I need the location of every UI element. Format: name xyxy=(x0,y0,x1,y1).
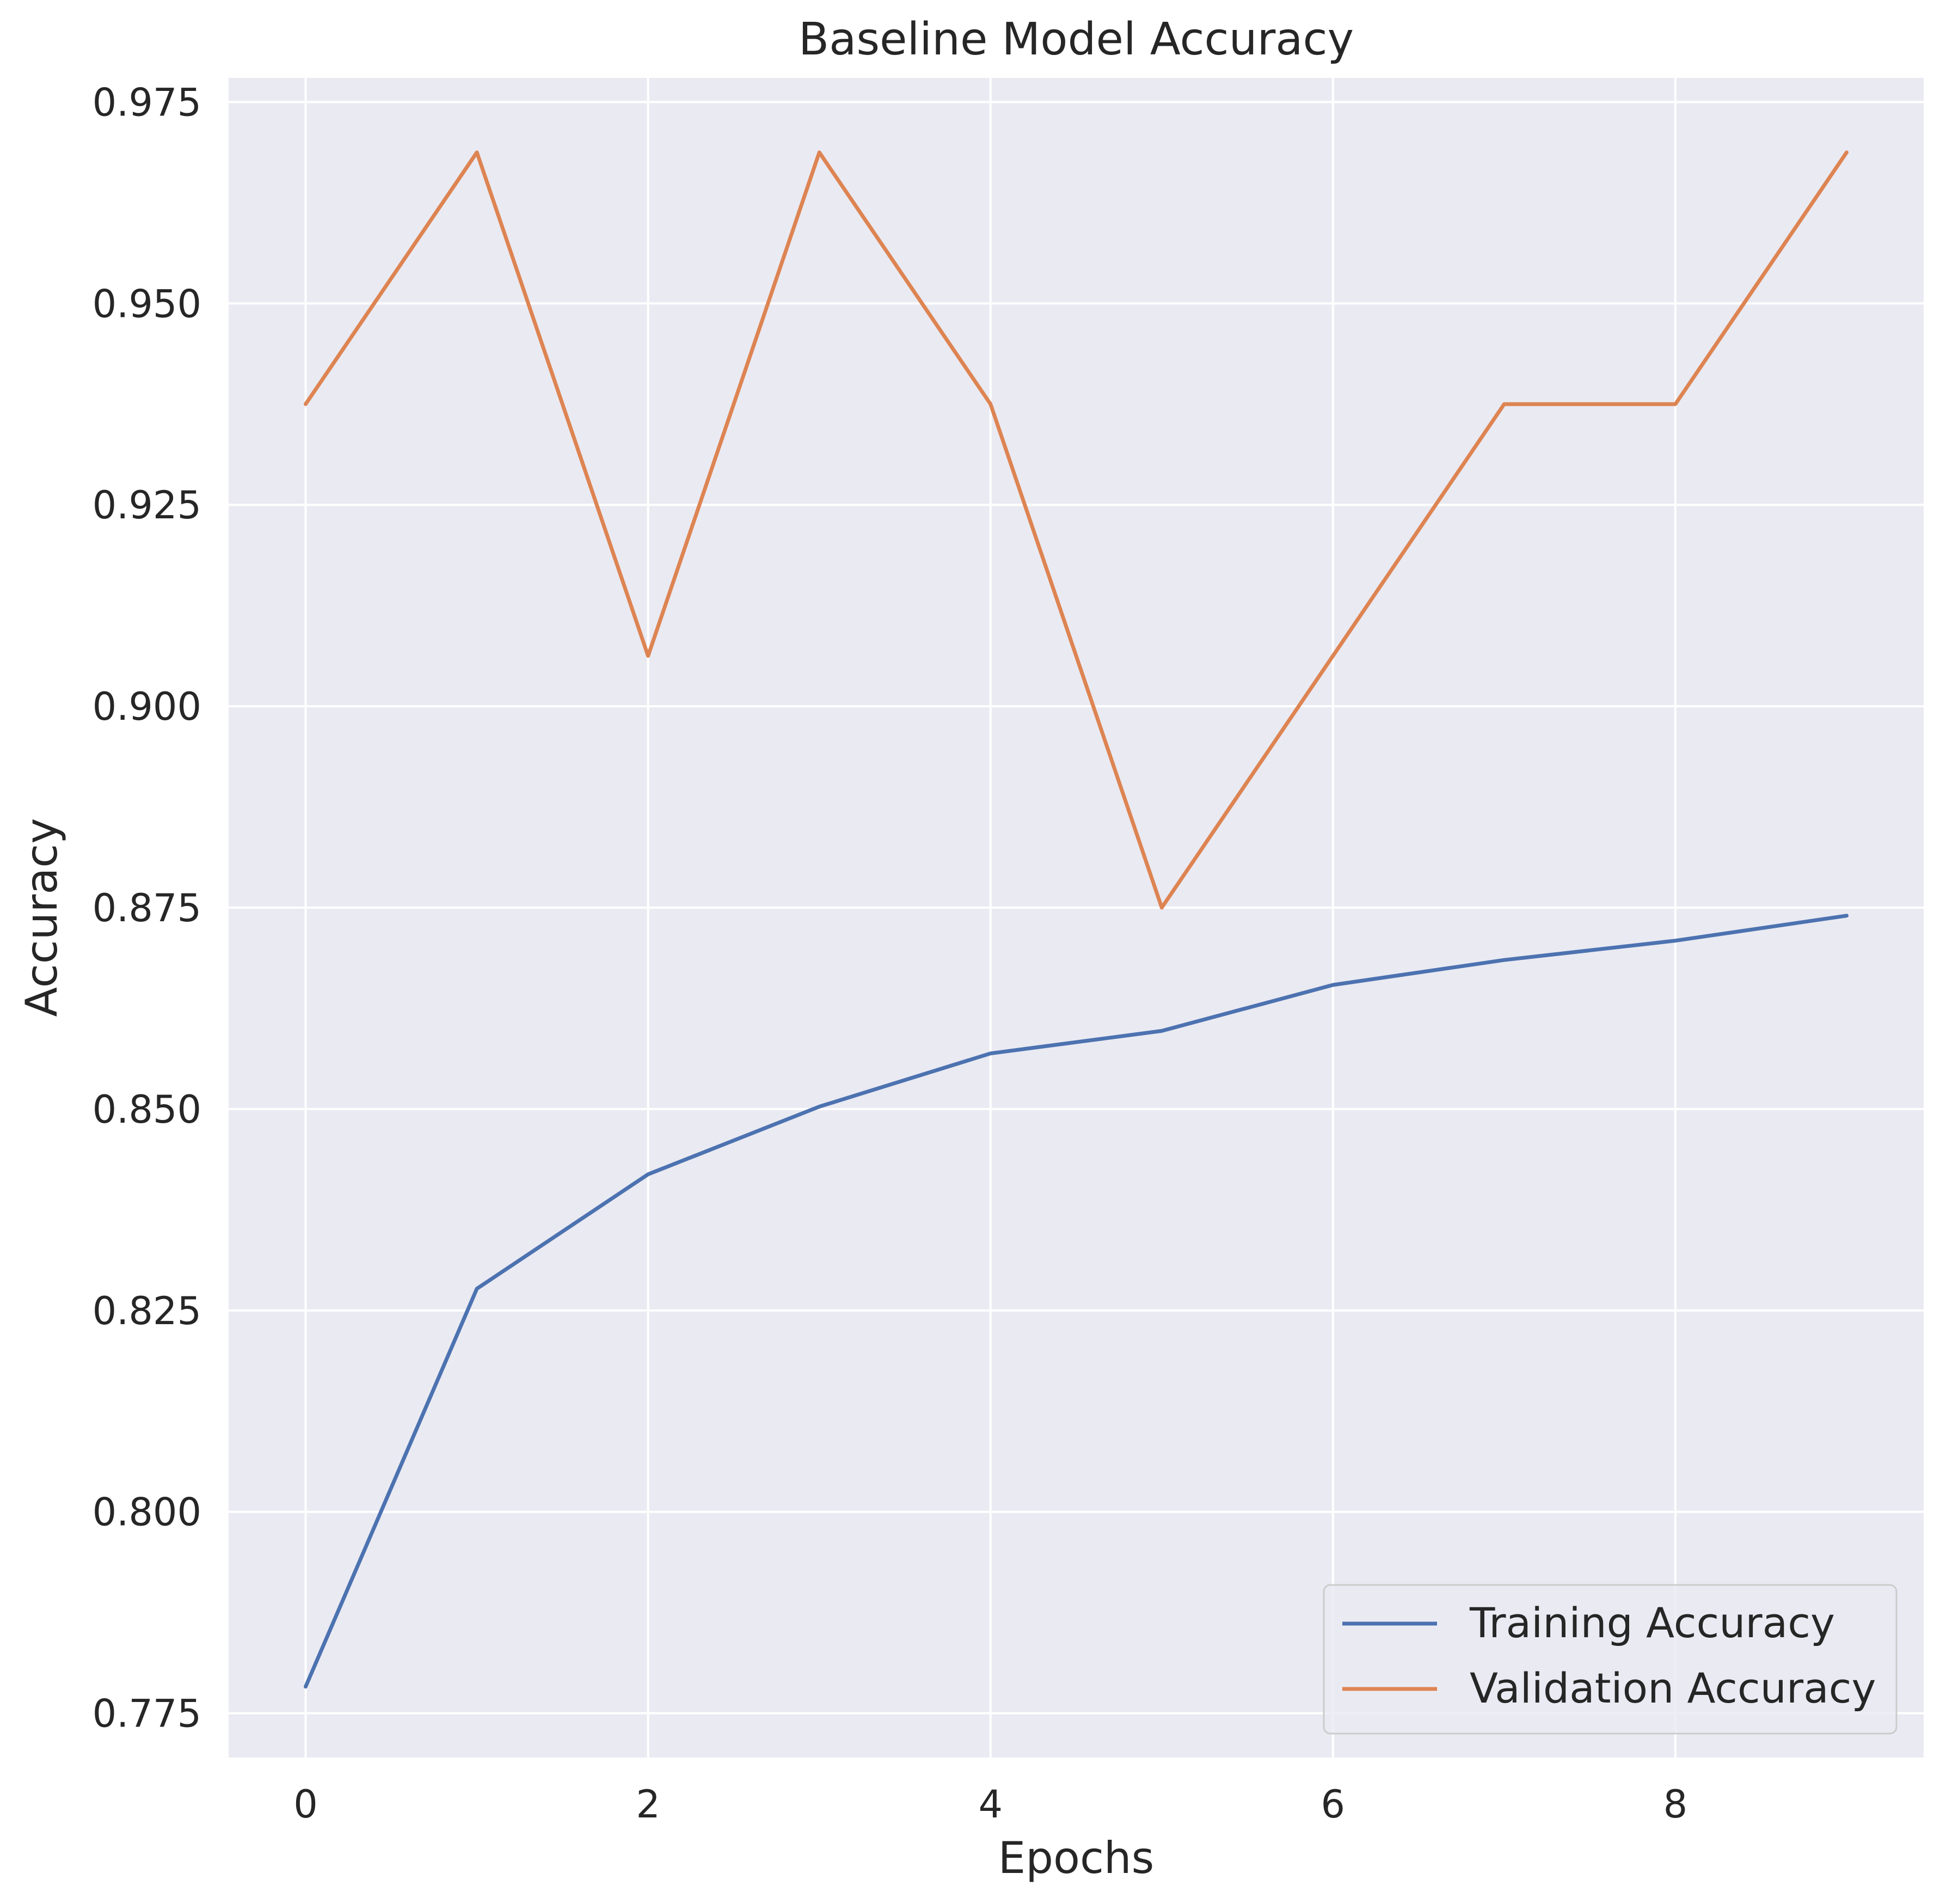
x-tick-label: 6 xyxy=(1321,1782,1346,1827)
legend-label-training: Training Accuracy xyxy=(1469,1599,1835,1647)
series-lines xyxy=(304,150,1849,1689)
plot-area xyxy=(229,78,1924,1758)
y-gridlines xyxy=(229,101,1924,1715)
y-tick-label: 0.850 xyxy=(93,1087,201,1132)
y-tick-labels: 0.775 0.800 0.825 0.850 0.875 0.900 0.925 0.950… xyxy=(93,80,201,1736)
y-tick-label: 0.800 xyxy=(93,1490,201,1535)
x-gridlines xyxy=(304,78,1677,1758)
legend-label-validation: Validation Accuracy xyxy=(1470,1664,1876,1712)
chart-title: Baseline Model Accuracy xyxy=(799,14,1354,65)
series-line-validation xyxy=(304,150,1849,910)
y-tick-label: 0.875 xyxy=(93,886,201,930)
x-tick-label: 4 xyxy=(978,1782,1003,1827)
series-line-training xyxy=(304,914,1849,1689)
legend: Training Accuracy Validation Accuracy xyxy=(1323,1584,1898,1735)
legend-box xyxy=(1323,1584,1898,1735)
x-tick-labels: 0 2 4 6 8 xyxy=(293,1782,1687,1827)
x-tick-label: 8 xyxy=(1663,1782,1688,1827)
y-tick-label: 0.925 xyxy=(93,483,201,528)
y-tick-label: 0.975 xyxy=(93,80,201,125)
y-tick-label: 0.900 xyxy=(93,684,201,729)
y-tick-label: 0.950 xyxy=(93,281,201,326)
y-tick-label: 0.775 xyxy=(93,1692,201,1736)
x-tick-label: 0 xyxy=(293,1782,318,1827)
y-tick-label: 0.825 xyxy=(93,1289,201,1333)
y-axis-label: Accuracy xyxy=(16,818,67,1017)
x-tick-label: 2 xyxy=(636,1782,660,1827)
x-axis-label: Epochs xyxy=(998,1833,1155,1883)
